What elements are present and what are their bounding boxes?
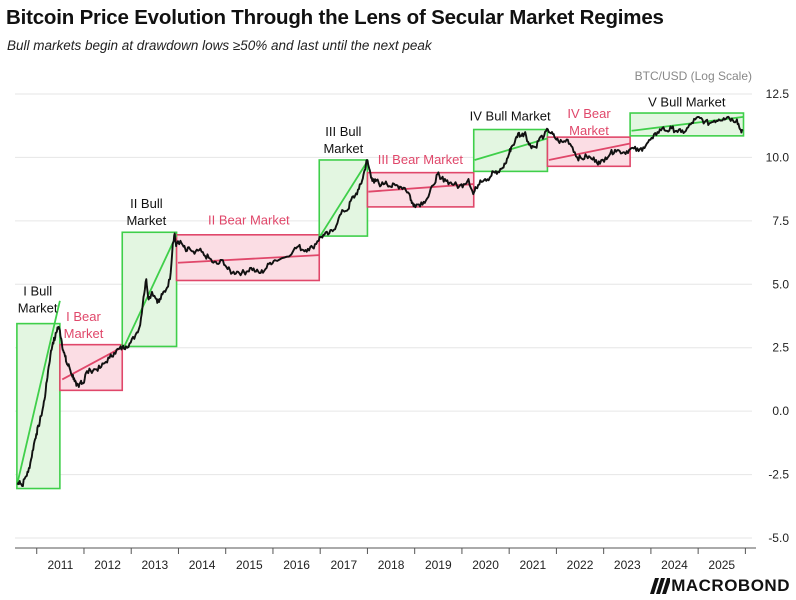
y-tick-label: 2.5 <box>772 341 789 355</box>
y-tick-label: 0.0 <box>772 404 789 418</box>
x-tick-label: 2015 <box>236 558 263 572</box>
x-tick-label: 2025 <box>708 558 735 572</box>
bear-market-label: I Bear <box>66 309 101 324</box>
y-tick-label: 5.0 <box>772 277 789 291</box>
x-tick-label: 2013 <box>141 558 168 572</box>
bull-market-label: II Bull <box>130 196 163 211</box>
bull-market-label: Market <box>323 141 363 156</box>
macrobond-logo-text: MACROBOND <box>671 576 790 595</box>
bull-market-label: I Bull <box>23 284 52 299</box>
x-tick-label: 2017 <box>330 558 357 572</box>
x-tick-label: 2018 <box>378 558 405 572</box>
bear-market-label: III Bear Market <box>378 152 464 167</box>
bull-trend-line <box>122 234 178 349</box>
page-title: Bitcoin Price Evolution Through the Lens… <box>6 6 664 29</box>
x-tick-label: 2022 <box>567 558 594 572</box>
y-tick-label: 12.5 <box>766 87 790 101</box>
bear-market-box <box>175 234 321 282</box>
bull-trend-line <box>319 160 369 237</box>
bear-market-label: Market <box>569 123 609 138</box>
x-tick-label: 2021 <box>519 558 546 572</box>
y-tick-label: -2.5 <box>768 468 789 482</box>
bull-market-label: Market <box>126 213 166 228</box>
y-tick-label: -5.0 <box>768 531 789 545</box>
bear-market-label: IV Bear <box>567 106 611 121</box>
x-tick-label: 2011 <box>47 558 73 572</box>
bull-market-label: Market <box>18 301 58 316</box>
x-tick-label: 2016 <box>283 558 310 572</box>
x-tick-label: 2020 <box>472 558 499 572</box>
page-subtitle: Bull markets begin at drawdown lows ≥50%… <box>7 38 432 53</box>
y-tick-label: 7.5 <box>772 214 789 228</box>
bear-trend-line <box>548 142 631 161</box>
macrobond-logo: MACROBOND <box>650 576 790 596</box>
bear-trend-line <box>177 254 320 264</box>
bull-market-box <box>16 322 61 490</box>
bear-market-label: Market <box>64 326 104 341</box>
bull-market-label: V Bull Market <box>648 95 726 110</box>
y-tick-label: 10.0 <box>766 150 790 164</box>
macrobond-logo-icon <box>650 578 671 594</box>
x-tick-label: 2024 <box>661 558 688 572</box>
x-tick-label: 2023 <box>614 558 641 572</box>
x-tick-label: 2012 <box>94 558 121 572</box>
bull-market-label: IV Bull Market <box>470 109 551 124</box>
btc-price-line <box>16 115 744 488</box>
x-tick-label: 2019 <box>425 558 452 572</box>
bear-market-label: II Bear Market <box>208 213 290 228</box>
bull-trend-line <box>16 300 61 484</box>
x-tick-label: 2014 <box>189 558 216 572</box>
y-axis-title: BTC/USD (Log Scale) <box>635 69 752 83</box>
bull-market-box <box>121 231 178 348</box>
bull-market-label: III Bull <box>325 124 361 139</box>
